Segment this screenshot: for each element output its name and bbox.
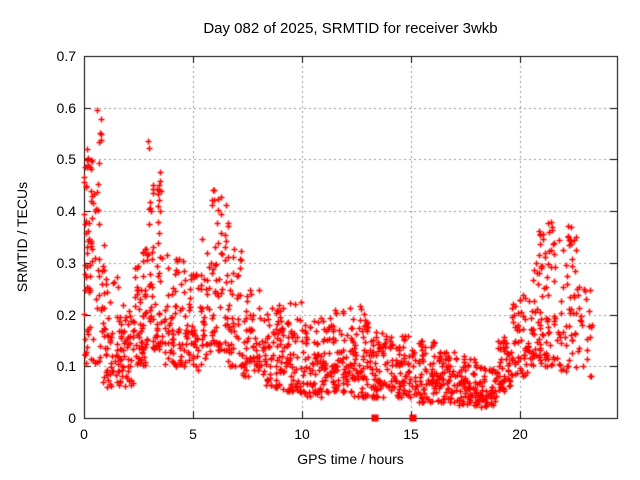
y-tick-label: 0.7 [56, 48, 76, 64]
y-tick-label: 0.1 [56, 358, 76, 375]
x-tick-label: 10 [294, 426, 310, 442]
y-tick-label: 0.5 [56, 151, 76, 168]
y-tick-label: 0.6 [56, 99, 76, 116]
x-axis-label: GPS time / hours [297, 451, 404, 467]
y-tick-label: 0.4 [56, 203, 76, 220]
x-tick-label: 5 [189, 426, 197, 442]
chart-title: Day 082 of 2025, SRMTID for receiver 3wk… [203, 20, 498, 37]
x-tick-label: 15 [403, 426, 419, 442]
y-tick-label: 0.3 [56, 254, 76, 271]
x-tick-label: 0 [80, 426, 88, 442]
x-tick-label: 20 [512, 426, 528, 442]
y-axis-label: SRMTID / TECUs [14, 181, 30, 293]
y-tick-label: 0.2 [56, 306, 76, 323]
y-tick-label: 0 [68, 410, 76, 426]
